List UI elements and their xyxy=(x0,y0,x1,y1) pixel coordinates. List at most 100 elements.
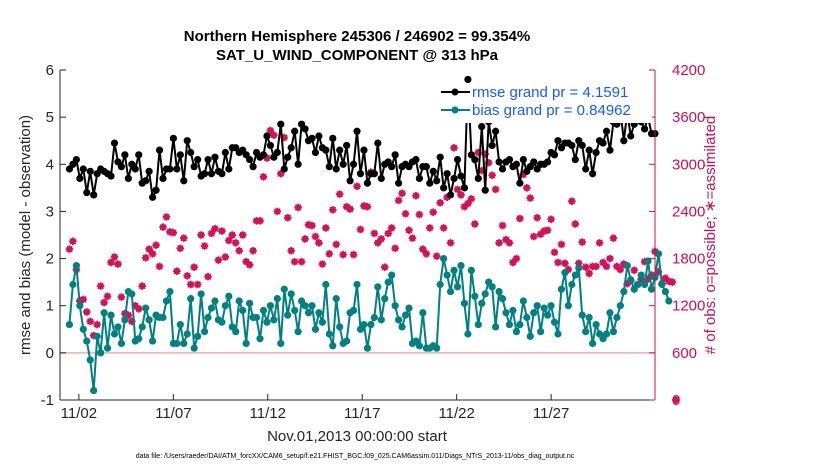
obs-possible-point xyxy=(499,222,506,229)
obs-possible-point xyxy=(516,215,523,222)
bias-point xyxy=(602,330,611,338)
bias-point xyxy=(644,257,652,265)
bias-point xyxy=(450,266,458,274)
rmse-point xyxy=(582,165,590,173)
obs-possible-point xyxy=(541,227,548,235)
rmse-point xyxy=(415,174,423,183)
bias-point xyxy=(516,320,524,329)
obs-possible-point xyxy=(554,259,562,266)
bias-point xyxy=(110,330,119,338)
bias-point xyxy=(523,313,531,322)
bias-point xyxy=(478,299,486,307)
rmse-point xyxy=(349,160,358,168)
bias-point xyxy=(83,337,91,345)
obs-possible-point xyxy=(669,279,676,286)
obs-possible-point xyxy=(340,251,347,258)
obs-possible-point xyxy=(201,242,208,250)
obs-possible-point xyxy=(527,194,534,202)
rmse-point xyxy=(110,139,119,147)
rmse-point xyxy=(543,158,552,166)
rmse-point xyxy=(259,151,268,159)
rmse-point xyxy=(284,153,292,161)
legend: rmse grand pr = 4.1591 bias grand pr = 0… xyxy=(438,83,652,123)
rmse-point xyxy=(90,191,98,199)
x-tick-label: 11/27 xyxy=(533,405,569,422)
bias-point xyxy=(415,342,423,350)
obs-possible-point xyxy=(239,231,246,239)
rmse-point xyxy=(336,146,344,154)
rmse-point xyxy=(246,155,254,164)
obs-possible-point xyxy=(315,239,323,246)
bias-point xyxy=(609,328,618,336)
rmse-point xyxy=(505,155,514,164)
obs-possible-point xyxy=(374,239,381,246)
rmse-point xyxy=(495,158,503,166)
bias-point xyxy=(377,316,385,324)
obs-possible-point xyxy=(215,257,222,264)
rmse-point xyxy=(169,134,177,142)
bias-point xyxy=(474,320,482,329)
obs-possible-point xyxy=(530,233,537,240)
bias-point xyxy=(166,287,174,296)
rmse-point xyxy=(294,160,302,168)
bias-point xyxy=(498,295,507,303)
rmse-point xyxy=(450,174,458,183)
obs-possible-point xyxy=(329,206,336,213)
bias-point xyxy=(384,278,392,286)
bias-point xyxy=(263,318,271,326)
rmse-point xyxy=(329,134,337,142)
obs-possible-point xyxy=(118,293,125,301)
rmse-point xyxy=(225,165,233,173)
obs-possible-point xyxy=(333,241,340,248)
bias-point xyxy=(460,299,469,307)
bias-point xyxy=(304,309,313,317)
obs-possible-point xyxy=(267,127,274,134)
obs-possible-point xyxy=(295,204,302,211)
bias-point xyxy=(107,311,115,319)
bias-point xyxy=(135,335,143,343)
obs-possible-point xyxy=(416,211,423,218)
obs-possible-point xyxy=(253,217,260,224)
obs-possible-point xyxy=(243,258,250,265)
rmse-point xyxy=(263,132,271,140)
rmse-point xyxy=(277,120,285,128)
rmse-point xyxy=(599,139,607,147)
obs-possible-point xyxy=(274,208,281,215)
obs-possible-point xyxy=(100,299,108,306)
bias-point xyxy=(547,302,555,310)
rmse-point xyxy=(377,174,385,183)
rmse-point xyxy=(464,75,472,84)
obs-possible-point xyxy=(610,235,617,242)
bias-point xyxy=(627,276,635,284)
bias-point xyxy=(405,304,413,312)
obs-possible-point xyxy=(579,238,586,246)
obs-possible-point xyxy=(104,293,111,300)
bias-point xyxy=(117,339,126,348)
rmse-point xyxy=(315,132,323,140)
rmse-point xyxy=(620,137,628,145)
rmse-point xyxy=(135,151,143,159)
rmse-point xyxy=(83,188,91,197)
rmse-point xyxy=(173,165,181,173)
rmse-point xyxy=(353,127,361,135)
rmse-point xyxy=(478,122,486,131)
rmse-point xyxy=(471,155,479,164)
rmse-point xyxy=(446,191,455,199)
bias-point xyxy=(159,313,167,322)
rmse-point xyxy=(391,151,399,159)
y-right-tick-label: 1800 xyxy=(672,251,705,268)
bias-point xyxy=(114,323,122,331)
bias-point xyxy=(315,309,323,317)
rmse-point xyxy=(568,141,576,150)
bias-point xyxy=(218,318,226,326)
rmse-point xyxy=(325,163,333,171)
bias-point xyxy=(322,280,330,289)
obs-possible-point xyxy=(509,259,517,266)
obs-possible-point xyxy=(385,230,392,237)
y-tick-label: 3 xyxy=(46,203,54,220)
rmse-point xyxy=(474,174,482,183)
bias-point xyxy=(252,313,261,322)
bias-point xyxy=(585,313,593,322)
bias-point xyxy=(138,323,146,331)
bias-point xyxy=(592,320,600,329)
